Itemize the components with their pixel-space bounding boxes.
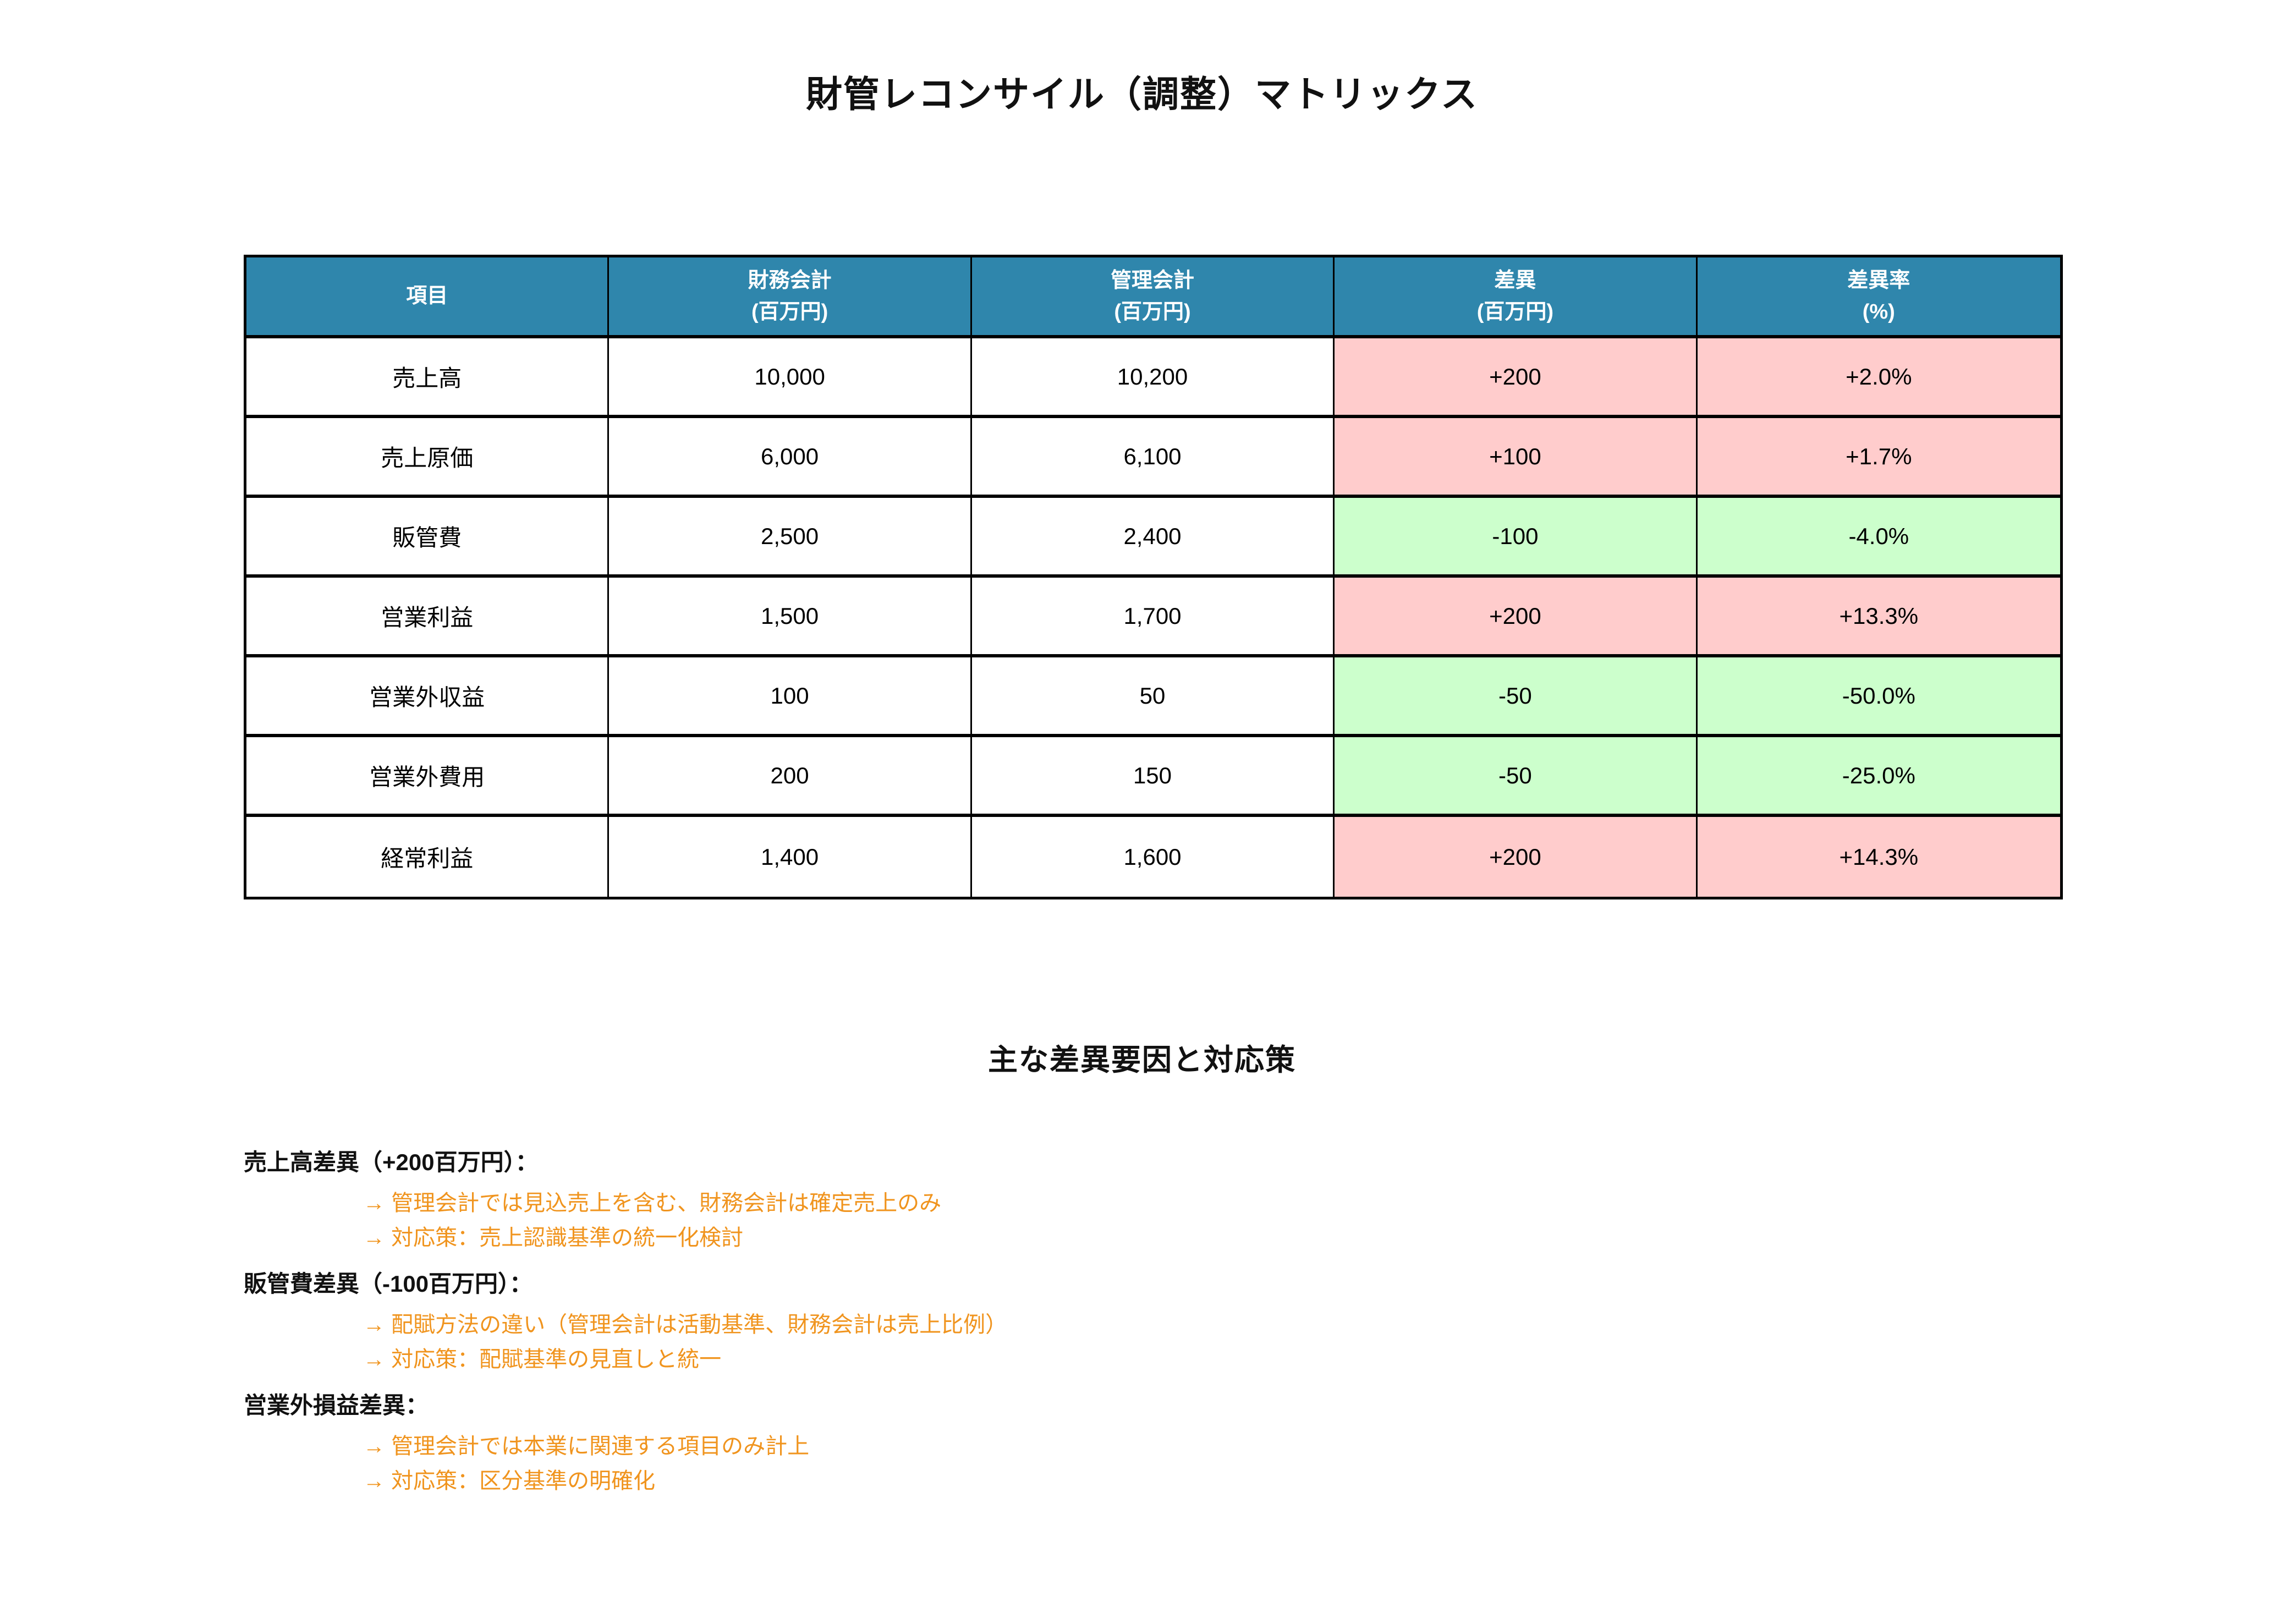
table-row: 売上原価 6,000 6,100 +100 +1.7% [246, 418, 2060, 498]
table-row: 営業外費用 200 150 -50 -25.0% [246, 737, 2060, 817]
cell-financial: 2,500 [609, 498, 972, 578]
note-line: → 対応策：区分基準の明確化 [363, 1469, 656, 1493]
header-label: 差異率 [1847, 268, 1910, 292]
note-block: 販管費差異（-100百万円）： → 配賦方法の違い（管理会計は活動基準、財務会計は… [244, 1270, 2114, 1373]
table-row: 営業利益 1,500 1,700 +200 +13.3% [246, 578, 2060, 657]
table-body: 売上高 10,000 10,200 +200 +2.0% 売上原価 6,000 6,100 +1… [246, 338, 2060, 897]
reconciliation-table: 項目 財務会計 (百万円) 管理会計 (百万円) 差異 (百万円) 差異率 (%) 売上高 10,… [244, 255, 2063, 899]
cell-item: 営業外収益 [246, 657, 610, 737]
cell-rate: +14.3% [1697, 817, 2060, 897]
cell-financial: 200 [609, 737, 972, 817]
cell-financial: 100 [609, 657, 972, 737]
note-header: 販管費差異（-100百万円）： [244, 1271, 533, 1297]
cell-rate: -4.0% [1697, 498, 2060, 578]
notes-section: 売上高差異（+200百万円）： → 管理会計では見込売上を含む、財務会計は確定売上… [244, 1149, 2114, 1513]
header-cell: 差異 (百万円) [1335, 257, 1698, 338]
cell-diff: -50 [1335, 737, 1698, 817]
header-cell: 管理会計 (百万円) [971, 257, 1335, 338]
page-title: 財管レコンサイル（調整）マトリックス [805, 74, 1479, 114]
table-row: 売上高 10,000 10,200 +200 +2.0% [246, 338, 2060, 418]
cell-diff: +200 [1335, 578, 1698, 657]
cell-diff: -100 [1335, 498, 1698, 578]
cell-management: 1,600 [971, 817, 1335, 897]
header-cell: 差異率 (%) [1697, 257, 2060, 338]
cell-item: 販管費 [246, 498, 610, 578]
table-row: 営業外収益 100 50 -50 -50.0% [246, 657, 2060, 737]
header-cell: 項目 [246, 257, 610, 338]
cell-management: 6,100 [971, 418, 1335, 498]
cell-management: 2,400 [971, 498, 1335, 578]
cell-diff: +200 [1335, 817, 1698, 897]
table-row: 販管費 2,500 2,400 -100 -4.0% [246, 498, 2060, 578]
cell-item: 営業利益 [246, 578, 610, 657]
note-line: → 対応策：売上認識基準の統一化検討 [363, 1226, 744, 1250]
header-sublabel: (百万円) [1114, 300, 1191, 323]
note-line: → 管理会計では見込売上を含む、財務会計は確定売上のみ [363, 1191, 942, 1215]
note-header: 営業外損益差異： [244, 1392, 429, 1418]
cell-diff: -50 [1335, 657, 1698, 737]
cell-item: 経常利益 [246, 817, 610, 897]
section-title: 主な差異要因と対応策 [988, 1044, 1296, 1077]
table-header-row: 項目 財務会計 (百万円) 管理会計 (百万円) 差異 (百万円) 差異率 (%) [246, 257, 2060, 338]
cell-financial: 6,000 [609, 418, 972, 498]
cell-rate: +13.3% [1697, 578, 2060, 657]
cell-management: 50 [971, 657, 1335, 737]
header-sublabel: (%) [1862, 300, 1895, 323]
header-sublabel: (百万円) [751, 300, 828, 323]
cell-financial: 10,000 [609, 338, 972, 418]
cell-rate: -25.0% [1697, 737, 2060, 817]
header-sublabel: (百万円) [1476, 300, 1554, 323]
cell-diff: +200 [1335, 338, 1698, 418]
cell-rate: +2.0% [1697, 338, 2060, 418]
cell-management: 150 [971, 737, 1335, 817]
note-block: 営業外損益差異： → 管理会計では本業に関連する項目のみ計上 → 対応策：区分基準の… [244, 1392, 2114, 1494]
cell-rate: -50.0% [1697, 657, 2060, 737]
note-line: → 対応策：配賦基準の見直しと統一 [363, 1347, 722, 1371]
cell-item: 売上高 [246, 338, 610, 418]
header-label: 差異 [1494, 268, 1536, 292]
header-label: 財務会計 [748, 268, 832, 292]
cell-management: 1,700 [971, 578, 1335, 657]
header-cell: 財務会計 (百万円) [609, 257, 972, 338]
cell-financial: 1,400 [609, 817, 972, 897]
note-line: → 配賦方法の違い（管理会計は活動基準、財務会計は売上比例） [363, 1313, 1008, 1337]
note-line: → 管理会計では本業に関連する項目のみ計上 [363, 1434, 810, 1458]
cell-item: 営業外費用 [246, 737, 610, 817]
note-header: 売上高差異（+200百万円）： [244, 1149, 539, 1175]
cell-diff: +100 [1335, 418, 1698, 498]
header-label: 管理会計 [1110, 268, 1194, 292]
header-label: 項目 [406, 284, 448, 308]
cell-item: 売上原価 [246, 418, 610, 498]
cell-management: 10,200 [971, 338, 1335, 418]
table-row: 経常利益 1,400 1,600 +200 +14.3% [246, 817, 2060, 897]
cell-financial: 1,500 [609, 578, 972, 657]
note-block: 売上高差異（+200百万円）： → 管理会計では見込売上を含む、財務会計は確定売上… [244, 1149, 2114, 1251]
cell-rate: +1.7% [1697, 418, 2060, 498]
